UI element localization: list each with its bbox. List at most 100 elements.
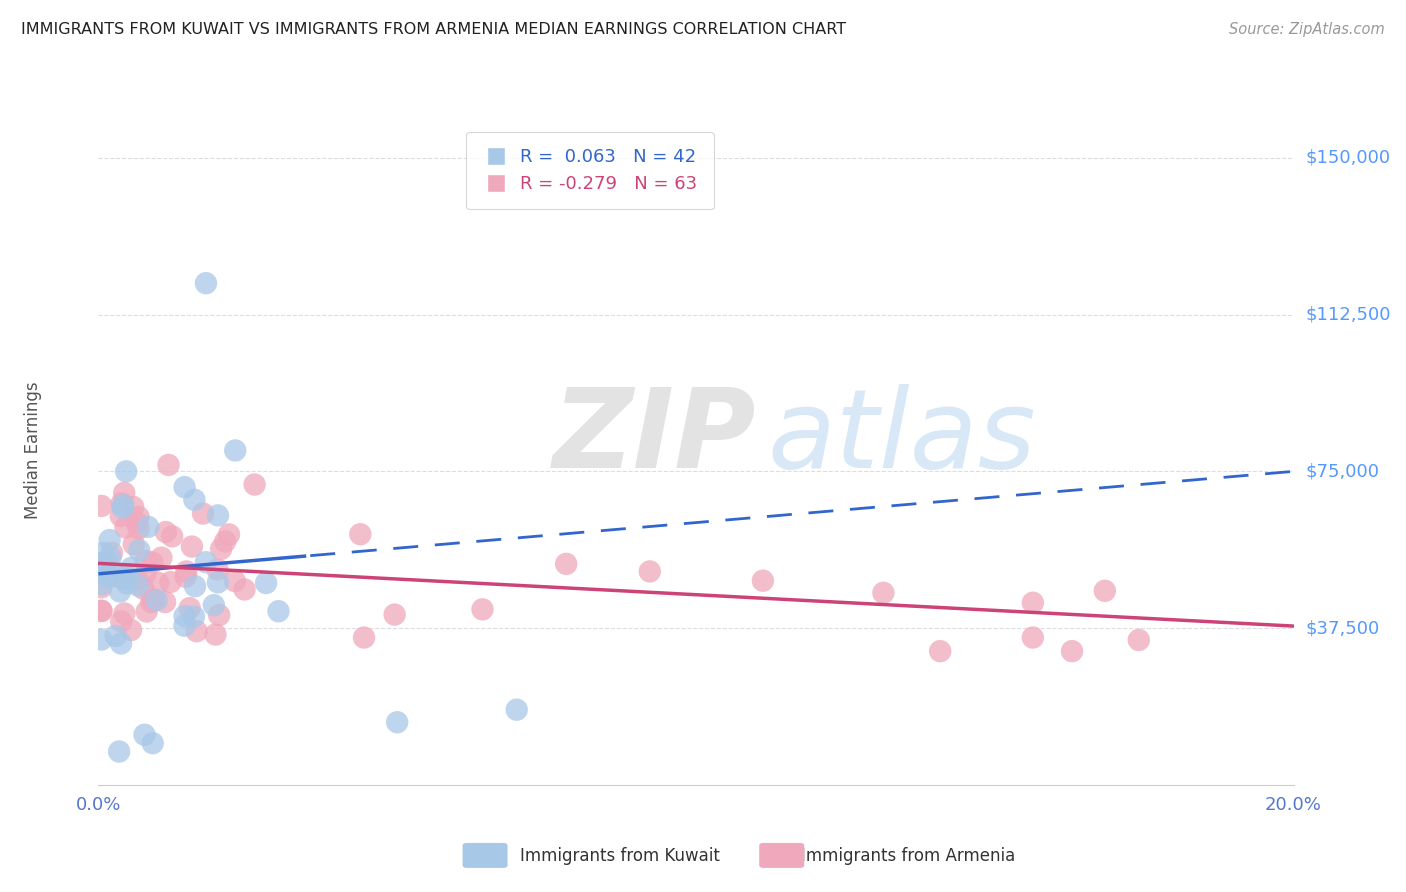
Point: [132, 582, 155, 596]
Point: [97, 570, 120, 584]
Point: [110, 636, 132, 650]
Point: [148, 576, 170, 591]
Point: [135, 554, 157, 568]
Point: [127, 573, 149, 587]
Point: [555, 557, 578, 571]
Point: [110, 509, 132, 524]
Point: [114, 607, 136, 621]
Point: [120, 623, 142, 637]
Point: [224, 574, 246, 588]
Point: [254, 576, 277, 591]
Text: Median Earnings: Median Earnings: [24, 382, 42, 519]
Point: [128, 510, 150, 524]
Point: [506, 703, 529, 717]
Point: [101, 546, 124, 560]
Point: [90, 604, 112, 618]
Point: [146, 593, 169, 607]
Point: [385, 715, 409, 730]
Point: [122, 537, 145, 551]
Text: $37,500: $37,500: [1305, 619, 1379, 637]
Point: [1128, 632, 1150, 647]
Point: [127, 578, 149, 592]
Point: [384, 607, 406, 622]
Point: [108, 584, 131, 599]
Point: [157, 458, 180, 472]
Point: [114, 568, 136, 582]
Point: [214, 534, 236, 549]
Point: [96, 555, 118, 569]
Point: [191, 507, 214, 521]
Point: [120, 561, 142, 575]
Point: [125, 516, 148, 530]
Point: [155, 524, 177, 539]
Point: [100, 550, 122, 565]
Point: [141, 595, 163, 609]
Point: [141, 556, 163, 570]
Point: [638, 565, 661, 579]
Point: [1094, 583, 1116, 598]
Point: [115, 576, 138, 591]
Point: [111, 496, 134, 510]
Point: [194, 277, 218, 291]
Point: [108, 744, 131, 758]
Text: Immigrants from Armenia: Immigrants from Armenia: [801, 847, 1015, 865]
Point: [267, 604, 290, 618]
FancyBboxPatch shape: [463, 843, 508, 868]
Point: [96, 568, 118, 582]
Text: Source: ZipAtlas.com: Source: ZipAtlas.com: [1229, 22, 1385, 37]
Point: [233, 582, 256, 597]
Point: [1022, 631, 1045, 645]
Point: [134, 566, 156, 581]
Point: [134, 728, 156, 742]
Point: [90, 556, 112, 570]
Point: [153, 595, 176, 609]
Point: [929, 644, 952, 658]
Point: [90, 499, 112, 513]
Point: [114, 520, 136, 534]
Point: [207, 562, 229, 576]
Point: [135, 604, 157, 618]
Point: [112, 572, 135, 586]
Point: [179, 601, 201, 615]
Point: [243, 477, 266, 491]
Point: [112, 498, 135, 512]
Point: [174, 570, 197, 584]
Point: [90, 604, 112, 618]
Point: [176, 565, 198, 579]
Point: [183, 609, 205, 624]
Point: [173, 480, 195, 494]
Point: [349, 527, 371, 541]
Point: [224, 443, 246, 458]
Point: [160, 529, 183, 543]
Point: [207, 508, 229, 523]
Point: [115, 464, 138, 478]
Point: [180, 540, 202, 554]
Text: Immigrants from Kuwait: Immigrants from Kuwait: [520, 847, 720, 865]
Point: [353, 631, 375, 645]
Point: [186, 624, 208, 639]
Point: [136, 520, 159, 534]
Point: [98, 533, 121, 547]
Point: [104, 629, 127, 643]
Point: [150, 550, 173, 565]
Point: [1060, 644, 1083, 658]
Point: [110, 615, 132, 629]
Point: [184, 579, 207, 593]
Point: [142, 592, 165, 607]
Text: atlas: atlas: [768, 384, 1036, 491]
Point: [207, 575, 229, 590]
Text: $150,000: $150,000: [1305, 149, 1391, 167]
Point: [122, 500, 145, 514]
Point: [90, 632, 112, 647]
Text: ZIP: ZIP: [553, 384, 756, 491]
Point: [105, 569, 128, 583]
Point: [194, 555, 217, 569]
Point: [93, 546, 115, 560]
Point: [128, 522, 150, 536]
Point: [183, 492, 205, 507]
Text: IMMIGRANTS FROM KUWAIT VS IMMIGRANTS FROM ARMENIA MEDIAN EARNINGS CORRELATION CH: IMMIGRANTS FROM KUWAIT VS IMMIGRANTS FRO…: [21, 22, 846, 37]
Point: [872, 586, 894, 600]
FancyBboxPatch shape: [759, 843, 804, 868]
Point: [218, 527, 240, 541]
Point: [1022, 596, 1045, 610]
